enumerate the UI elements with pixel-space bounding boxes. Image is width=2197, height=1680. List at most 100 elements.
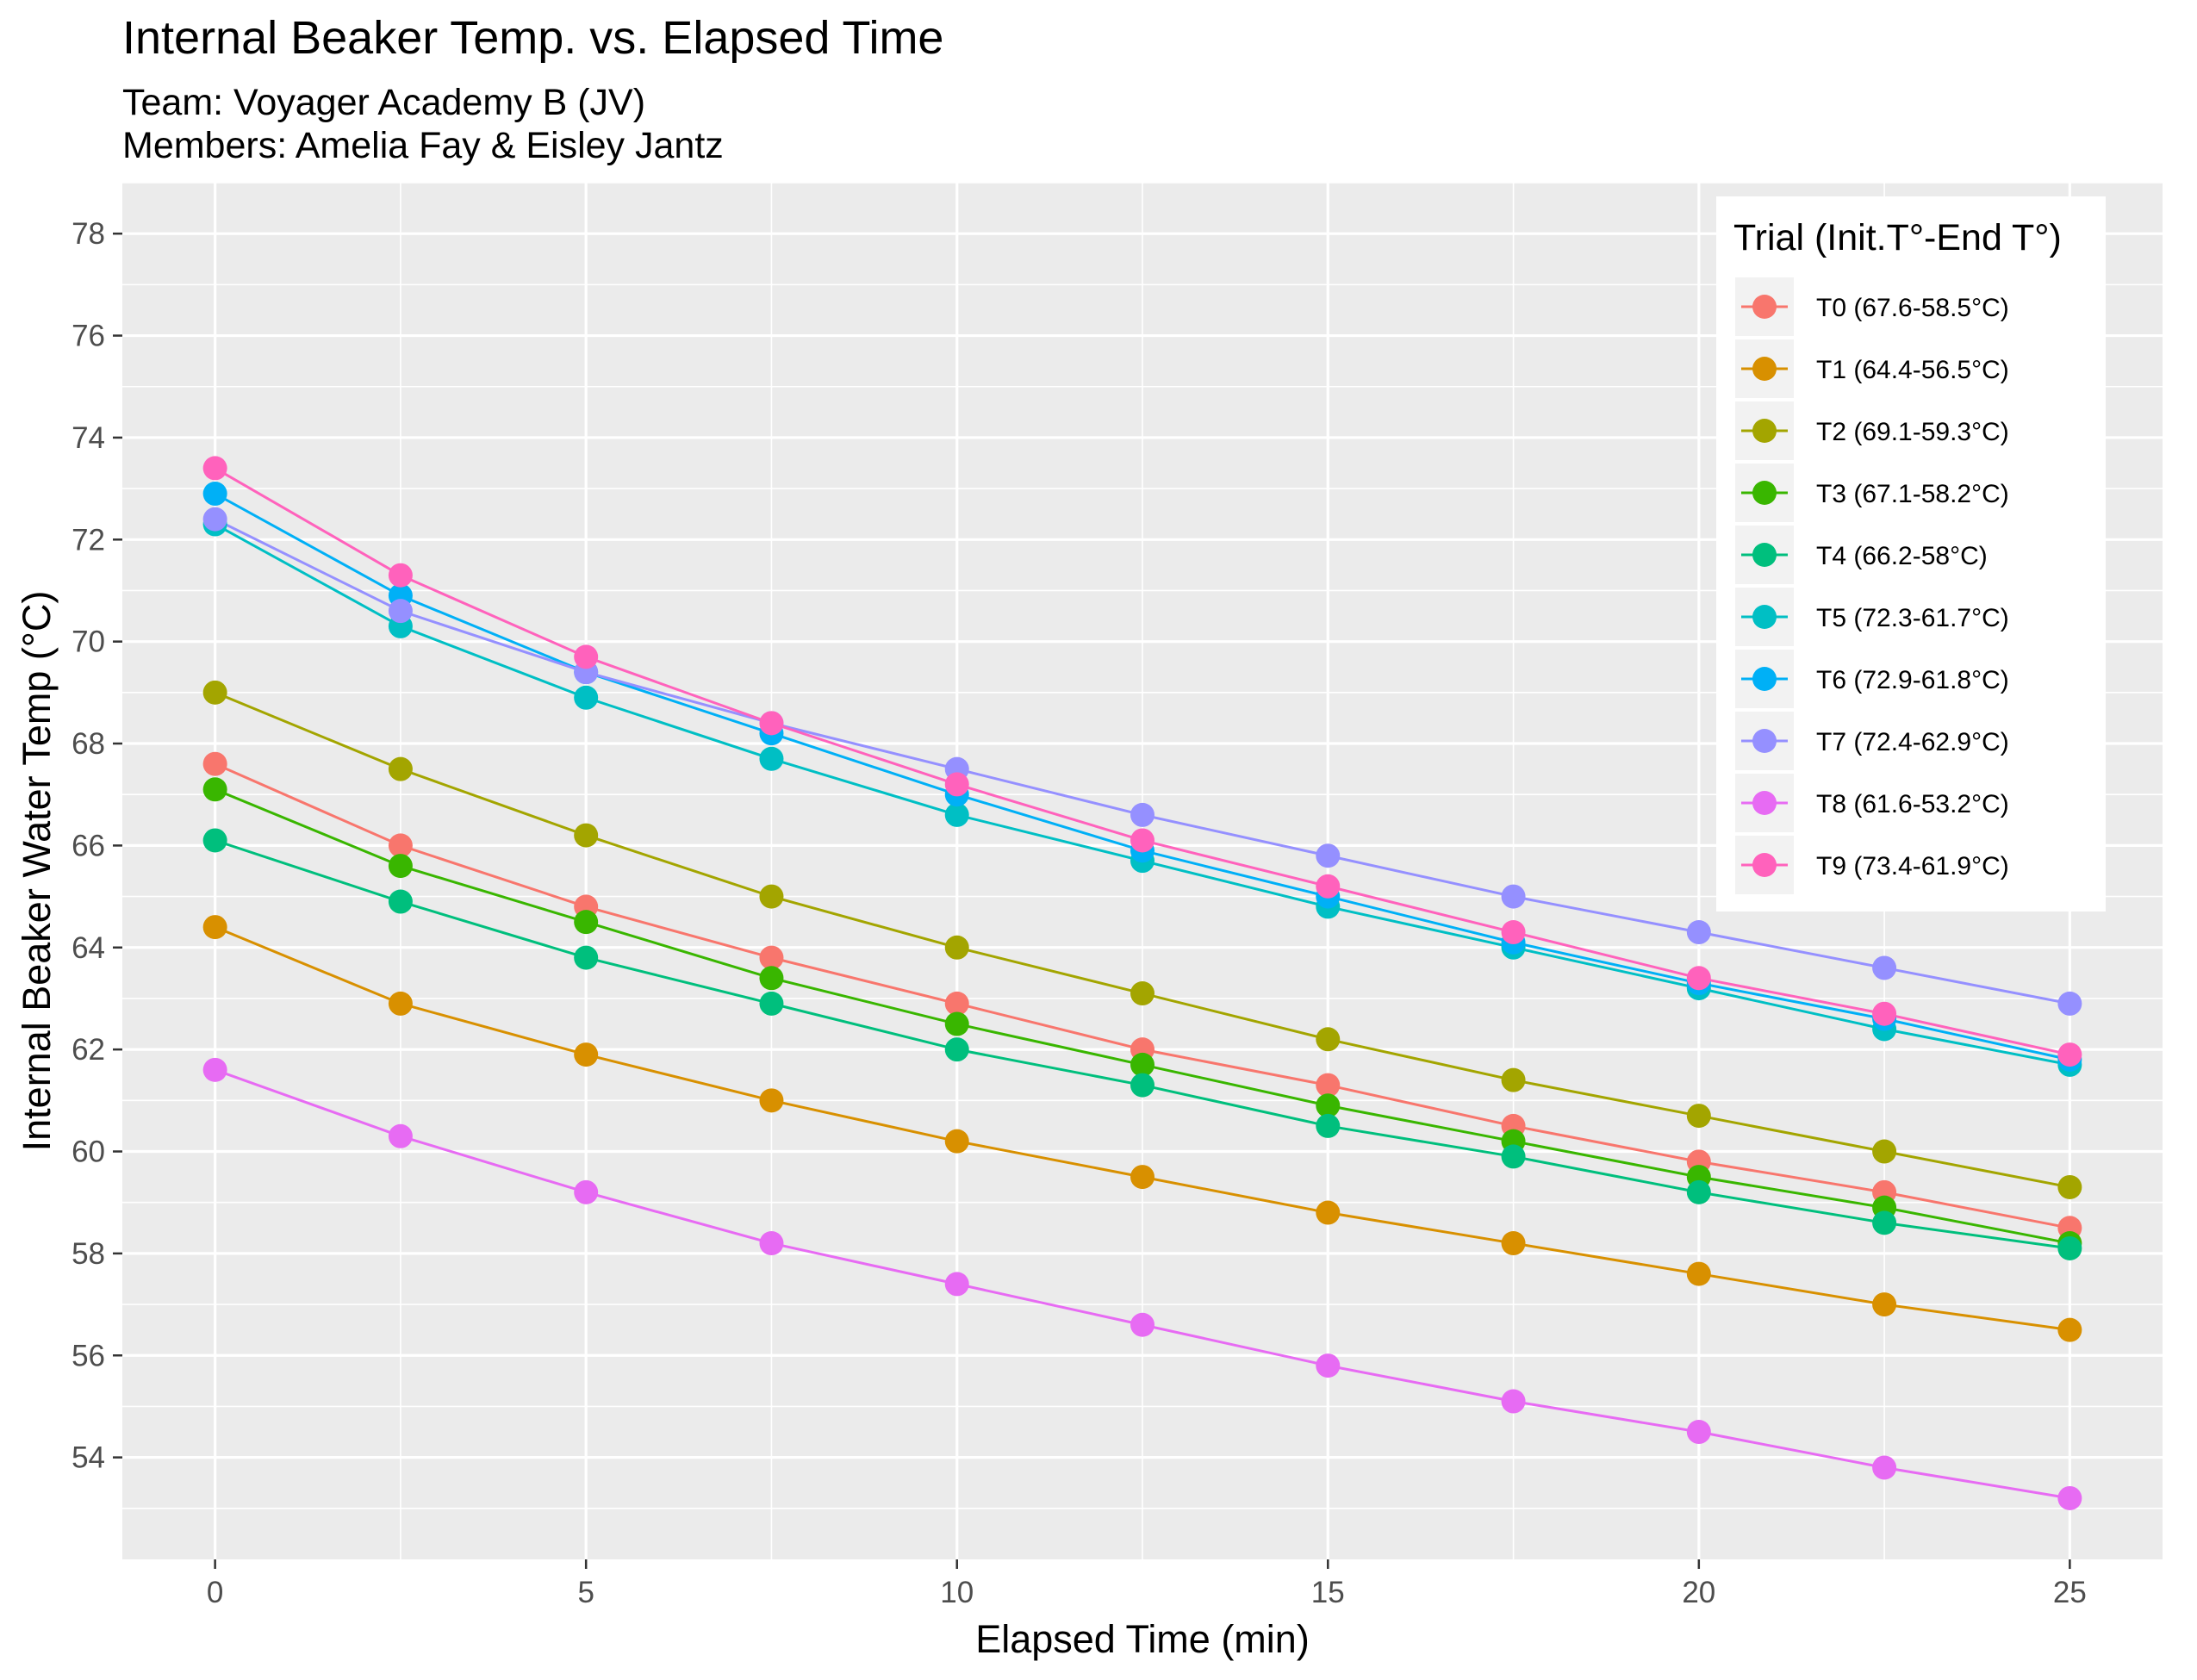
data-point-t1 (944, 1129, 969, 1154)
data-point-t0 (1316, 1073, 1341, 1098)
data-point-t7 (388, 599, 413, 624)
y-tick-label: 64 (72, 931, 105, 965)
data-point-t1 (1130, 1165, 1155, 1190)
legend-title: Trial (Init.T°-End T°) (1733, 217, 2062, 258)
data-point-t1 (574, 1042, 599, 1067)
data-point-t3 (1130, 1052, 1155, 1077)
y-tick-label: 72 (72, 523, 105, 557)
data-point-t4 (388, 889, 413, 914)
legend-key-point (1752, 853, 1777, 877)
data-point-t2 (1130, 981, 1155, 1006)
data-point-t7 (1686, 920, 1711, 945)
data-point-t7 (1130, 802, 1155, 827)
legend-key-point (1752, 543, 1777, 567)
data-point-t4 (759, 991, 784, 1016)
legend-key-point (1752, 481, 1777, 505)
data-point-t9 (2057, 1042, 2082, 1067)
data-point-t7 (1872, 955, 1897, 980)
data-point-t2 (388, 756, 413, 781)
y-tick-label: 58 (72, 1237, 105, 1271)
y-tick-labels: 54 56 58 60 62 64 66 68 70 72 74 76 78 (72, 217, 105, 1474)
data-point-t2 (1316, 1027, 1341, 1052)
chart-subtitle-line-2: Members: Amelia Fay & Eisley Jantz (122, 125, 724, 166)
y-tick-label: 56 (72, 1339, 105, 1372)
data-point-t4 (2057, 1235, 2082, 1260)
data-point-t5 (944, 802, 969, 827)
legend: Trial (Init.T°-End T°) T0 (67.6-58.5°C)T… (1716, 196, 2106, 912)
data-point-t8 (1501, 1389, 1526, 1414)
data-point-t8 (1686, 1420, 1711, 1445)
data-point-t8 (944, 1272, 969, 1297)
data-point-t1 (1872, 1292, 1897, 1317)
axis-ticks (113, 232, 2071, 1569)
y-tick-label: 74 (72, 421, 105, 455)
legend-label-t9: T9 (73.4-61.9°C) (1816, 852, 2009, 880)
data-point-t1 (1686, 1261, 1711, 1286)
data-point-t0 (759, 945, 784, 970)
data-point-t5 (574, 685, 599, 710)
data-point-t7 (2057, 991, 2082, 1016)
y-tick-label: 62 (72, 1033, 105, 1067)
y-tick-label: 68 (72, 727, 105, 761)
x-tick-label: 15 (1311, 1576, 1345, 1609)
data-point-t2 (944, 935, 969, 960)
y-tick-label: 54 (72, 1441, 105, 1475)
data-point-t9 (1316, 874, 1341, 899)
data-point-t8 (202, 1057, 227, 1082)
data-point-t4 (1130, 1073, 1155, 1098)
x-tick-label: 20 (1682, 1576, 1715, 1609)
legend-key-point (1752, 419, 1777, 443)
data-point-t8 (759, 1231, 784, 1256)
data-point-t7 (1501, 884, 1526, 909)
y-axis-title: Internal Beaker Water Temp (°C) (15, 591, 59, 1152)
data-point-t4 (202, 828, 227, 853)
legend-key-point (1752, 791, 1777, 815)
data-point-t0 (202, 751, 227, 776)
data-point-t8 (1316, 1353, 1341, 1378)
data-point-t3 (759, 966, 784, 991)
legend-key-point (1752, 605, 1777, 629)
legend-label-t6: T6 (72.9-61.8°C) (1816, 666, 2009, 694)
data-point-t4 (1316, 1113, 1341, 1138)
legend-label-t5: T5 (72.3-61.7°C) (1816, 604, 2009, 632)
data-point-t6 (202, 482, 227, 507)
data-point-t2 (1872, 1139, 1897, 1164)
data-point-t7 (1316, 843, 1341, 868)
y-tick-label: 66 (72, 829, 105, 862)
data-point-t8 (574, 1179, 599, 1204)
x-axis-title: Elapsed Time (min) (975, 1617, 1310, 1661)
x-tick-label: 5 (577, 1576, 594, 1609)
data-point-t1 (1501, 1231, 1526, 1256)
data-point-t3 (388, 854, 413, 879)
legend-label-t8: T8 (61.6-53.2°C) (1816, 790, 2009, 818)
data-point-t8 (388, 1123, 413, 1148)
chart-title: Internal Beaker Temp. vs. Elapsed Time (122, 12, 943, 64)
data-point-t3 (944, 1011, 969, 1036)
chart-subtitle-line-1: Team: Voyager Academy B (JV) (122, 82, 645, 123)
data-point-t4 (944, 1037, 969, 1062)
legend-label-t7: T7 (72.4-62.9°C) (1816, 728, 2009, 756)
data-point-t9 (388, 563, 413, 588)
data-point-t9 (759, 711, 784, 736)
data-point-t9 (202, 456, 227, 481)
data-point-t9 (1501, 920, 1526, 945)
data-point-t8 (2057, 1485, 2082, 1510)
y-tick-label: 60 (72, 1136, 105, 1169)
series-points (202, 456, 2082, 1510)
legend-label-t3: T3 (67.1-58.2°C) (1816, 480, 2009, 508)
data-point-t5 (759, 746, 784, 771)
legend-key-point (1752, 295, 1777, 319)
data-point-t9 (1686, 966, 1711, 991)
data-point-t2 (1686, 1104, 1711, 1129)
data-point-t4 (1686, 1179, 1711, 1204)
x-tick-label: 10 (940, 1576, 974, 1609)
data-point-t0 (388, 833, 413, 858)
data-point-t7 (202, 507, 227, 532)
data-point-t9 (574, 644, 599, 669)
data-point-t9 (944, 772, 969, 797)
data-point-t3 (574, 910, 599, 935)
data-point-t9 (1130, 828, 1155, 853)
data-point-t1 (202, 915, 227, 940)
y-tick-label: 78 (72, 217, 105, 251)
data-point-t2 (574, 823, 599, 848)
